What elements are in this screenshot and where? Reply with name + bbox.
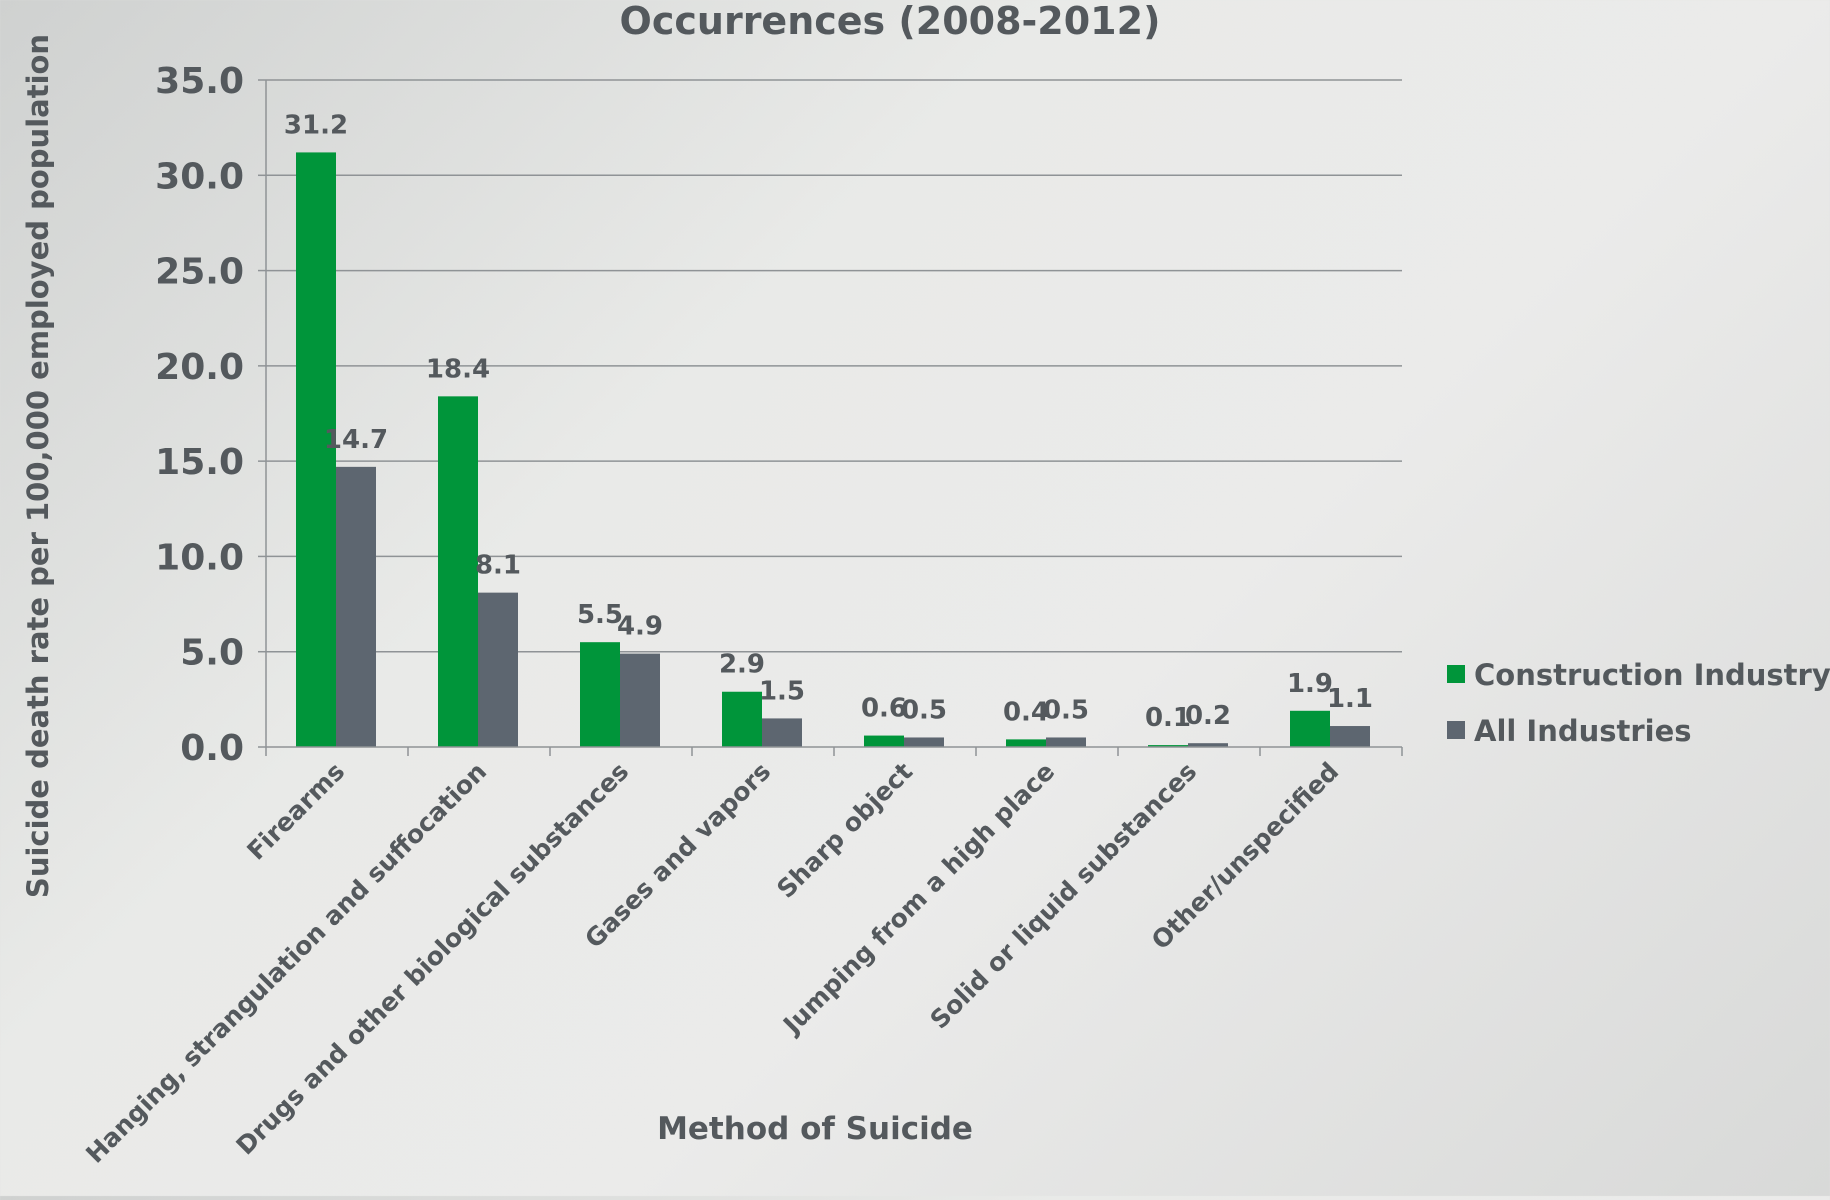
- bar-all-industries: [1046, 737, 1086, 747]
- x-tick-label: Jumping from a high place: [776, 757, 1060, 1041]
- data-label: 1.5: [759, 676, 805, 706]
- chart-title: Occurrences (2008-2012): [620, 0, 1161, 43]
- bars: [296, 152, 1370, 748]
- legend-swatch: [1447, 721, 1465, 739]
- bar-all-industries: [1188, 743, 1228, 747]
- bar-construction: [296, 152, 336, 748]
- data-label: 0.5: [1043, 695, 1089, 725]
- axes: 0.05.010.015.020.025.030.035.0FirearmsHa…: [80, 61, 1403, 1169]
- bar-all-industries: [904, 737, 944, 747]
- x-axis-label: Method of Suicide: [657, 1111, 973, 1147]
- x-tick-label: Solid or liquid substances: [924, 757, 1202, 1035]
- data-label: 0.6: [861, 694, 907, 724]
- data-label: 31.2: [284, 110, 348, 140]
- y-tick-label: 15.0: [155, 442, 244, 483]
- data-labels: 31.2 18.4 5.5 2.9 0.6 0.4 0.1 1.9 14.7 8.1 4.9 1.5 0…: [284, 110, 1373, 733]
- data-label: 18.4: [426, 354, 490, 384]
- data-label: 1.1: [1327, 684, 1373, 714]
- bar-all-industries: [1330, 726, 1370, 747]
- data-label: 0.5: [901, 695, 947, 725]
- y-tick-label: 0.0: [180, 728, 244, 769]
- bar-construction: [1290, 710, 1330, 747]
- data-label: 0.2: [1185, 701, 1231, 731]
- data-label: 0.1: [1145, 703, 1191, 733]
- y-tick-label: 35.0: [155, 61, 244, 102]
- y-tick-label: 5.0: [180, 633, 244, 674]
- data-label: 4.9: [617, 612, 663, 642]
- bar-all-industries: [762, 718, 802, 747]
- bar-construction: [580, 642, 620, 747]
- y-axis-label: Suicide death rate per 100,000 employed …: [21, 34, 55, 898]
- bar-construction: [722, 691, 762, 747]
- bar-construction: [1006, 739, 1046, 747]
- y-tick-label: 25.0: [155, 252, 244, 293]
- x-tick-label: Sharp object: [771, 757, 918, 904]
- bar-construction: [438, 396, 478, 747]
- x-tick-label: Firearms: [241, 757, 350, 866]
- data-label: 5.5: [577, 600, 623, 630]
- legend-label: Construction Industry: [1474, 658, 1830, 692]
- y-tick-label: 10.0: [155, 537, 244, 578]
- legend-label: All Industries: [1474, 714, 1692, 748]
- bar-all-industries: [478, 592, 518, 747]
- y-tick-label: 20.0: [155, 347, 244, 388]
- bar-all-industries: [336, 466, 376, 747]
- legend-swatch: [1447, 665, 1465, 683]
- bar-construction: [1148, 745, 1188, 747]
- data-label: 8.1: [475, 551, 521, 581]
- bar-construction: [864, 735, 904, 747]
- y-tick-label: 30.0: [155, 156, 244, 197]
- legend: Construction Industry All Industries: [1447, 658, 1830, 748]
- data-label: 14.7: [324, 425, 388, 455]
- data-label: 2.9: [719, 650, 765, 680]
- bar-all-industries: [620, 653, 660, 747]
- data-label: 0.4: [1003, 697, 1049, 727]
- data-label: 1.9: [1287, 669, 1333, 699]
